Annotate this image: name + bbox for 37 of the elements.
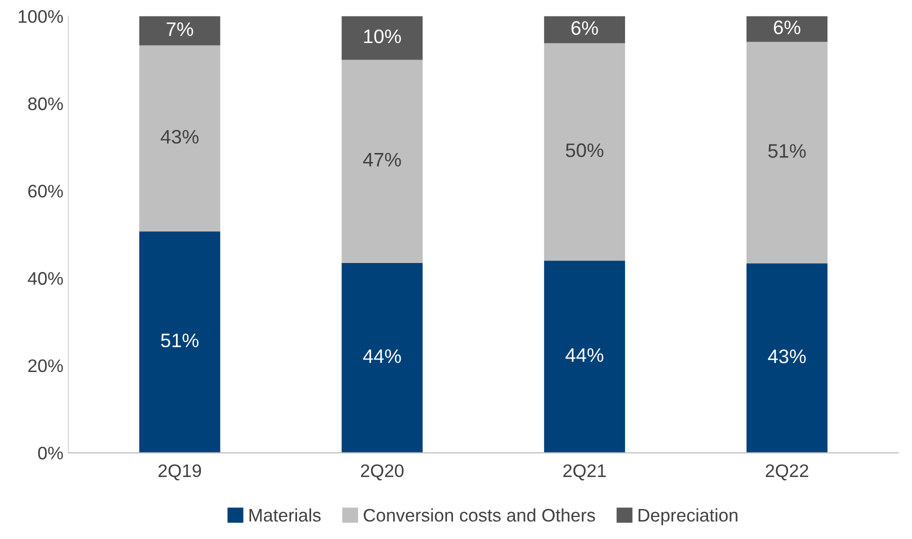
data-label: 50%	[566, 143, 604, 158]
data-label: 10%	[364, 29, 401, 44]
bar	[342, 60, 423, 263]
legend-label: Conversion costs and Others	[364, 508, 595, 522]
bar	[342, 16, 423, 60]
data-label: 43%	[768, 349, 806, 364]
data-label: 44%	[363, 349, 401, 363]
bar	[139, 45, 220, 232]
y-tick-label: 0%	[38, 446, 63, 460]
x-tick-label: 2Q22	[766, 464, 808, 480]
data-label: 7%	[166, 22, 194, 36]
data-label: 6%	[774, 20, 800, 34]
y-tick-label: 100%	[18, 10, 63, 23]
bar	[139, 231, 220, 453]
bar	[139, 16, 220, 46]
data-label: 43%	[160, 130, 198, 144]
data-label: 51%	[161, 334, 198, 348]
bar	[746, 16, 828, 42]
bar	[746, 42, 828, 264]
legend-label: Materials	[250, 508, 321, 522]
legend-label: Depreciation	[638, 508, 738, 526]
data-label: 47%	[363, 152, 401, 166]
data-label: 44%	[566, 348, 604, 362]
bar	[544, 43, 626, 261]
bar	[746, 263, 828, 453]
y-tick-label: 80%	[28, 97, 63, 110]
bar	[544, 260, 626, 453]
y-tick-label: 60%	[28, 184, 63, 198]
x-tick-label: 2Q20	[360, 464, 404, 480]
bar	[544, 16, 626, 44]
bar	[342, 262, 423, 453]
data-label: 6%	[572, 21, 598, 35]
y-tick-label: 20%	[28, 359, 63, 372]
data-label: 51%	[768, 144, 806, 158]
y-tick-label: 40%	[28, 272, 63, 285]
x-tick-label: 2Q19	[158, 464, 201, 480]
x-tick-label: 2Q21	[563, 464, 606, 480]
